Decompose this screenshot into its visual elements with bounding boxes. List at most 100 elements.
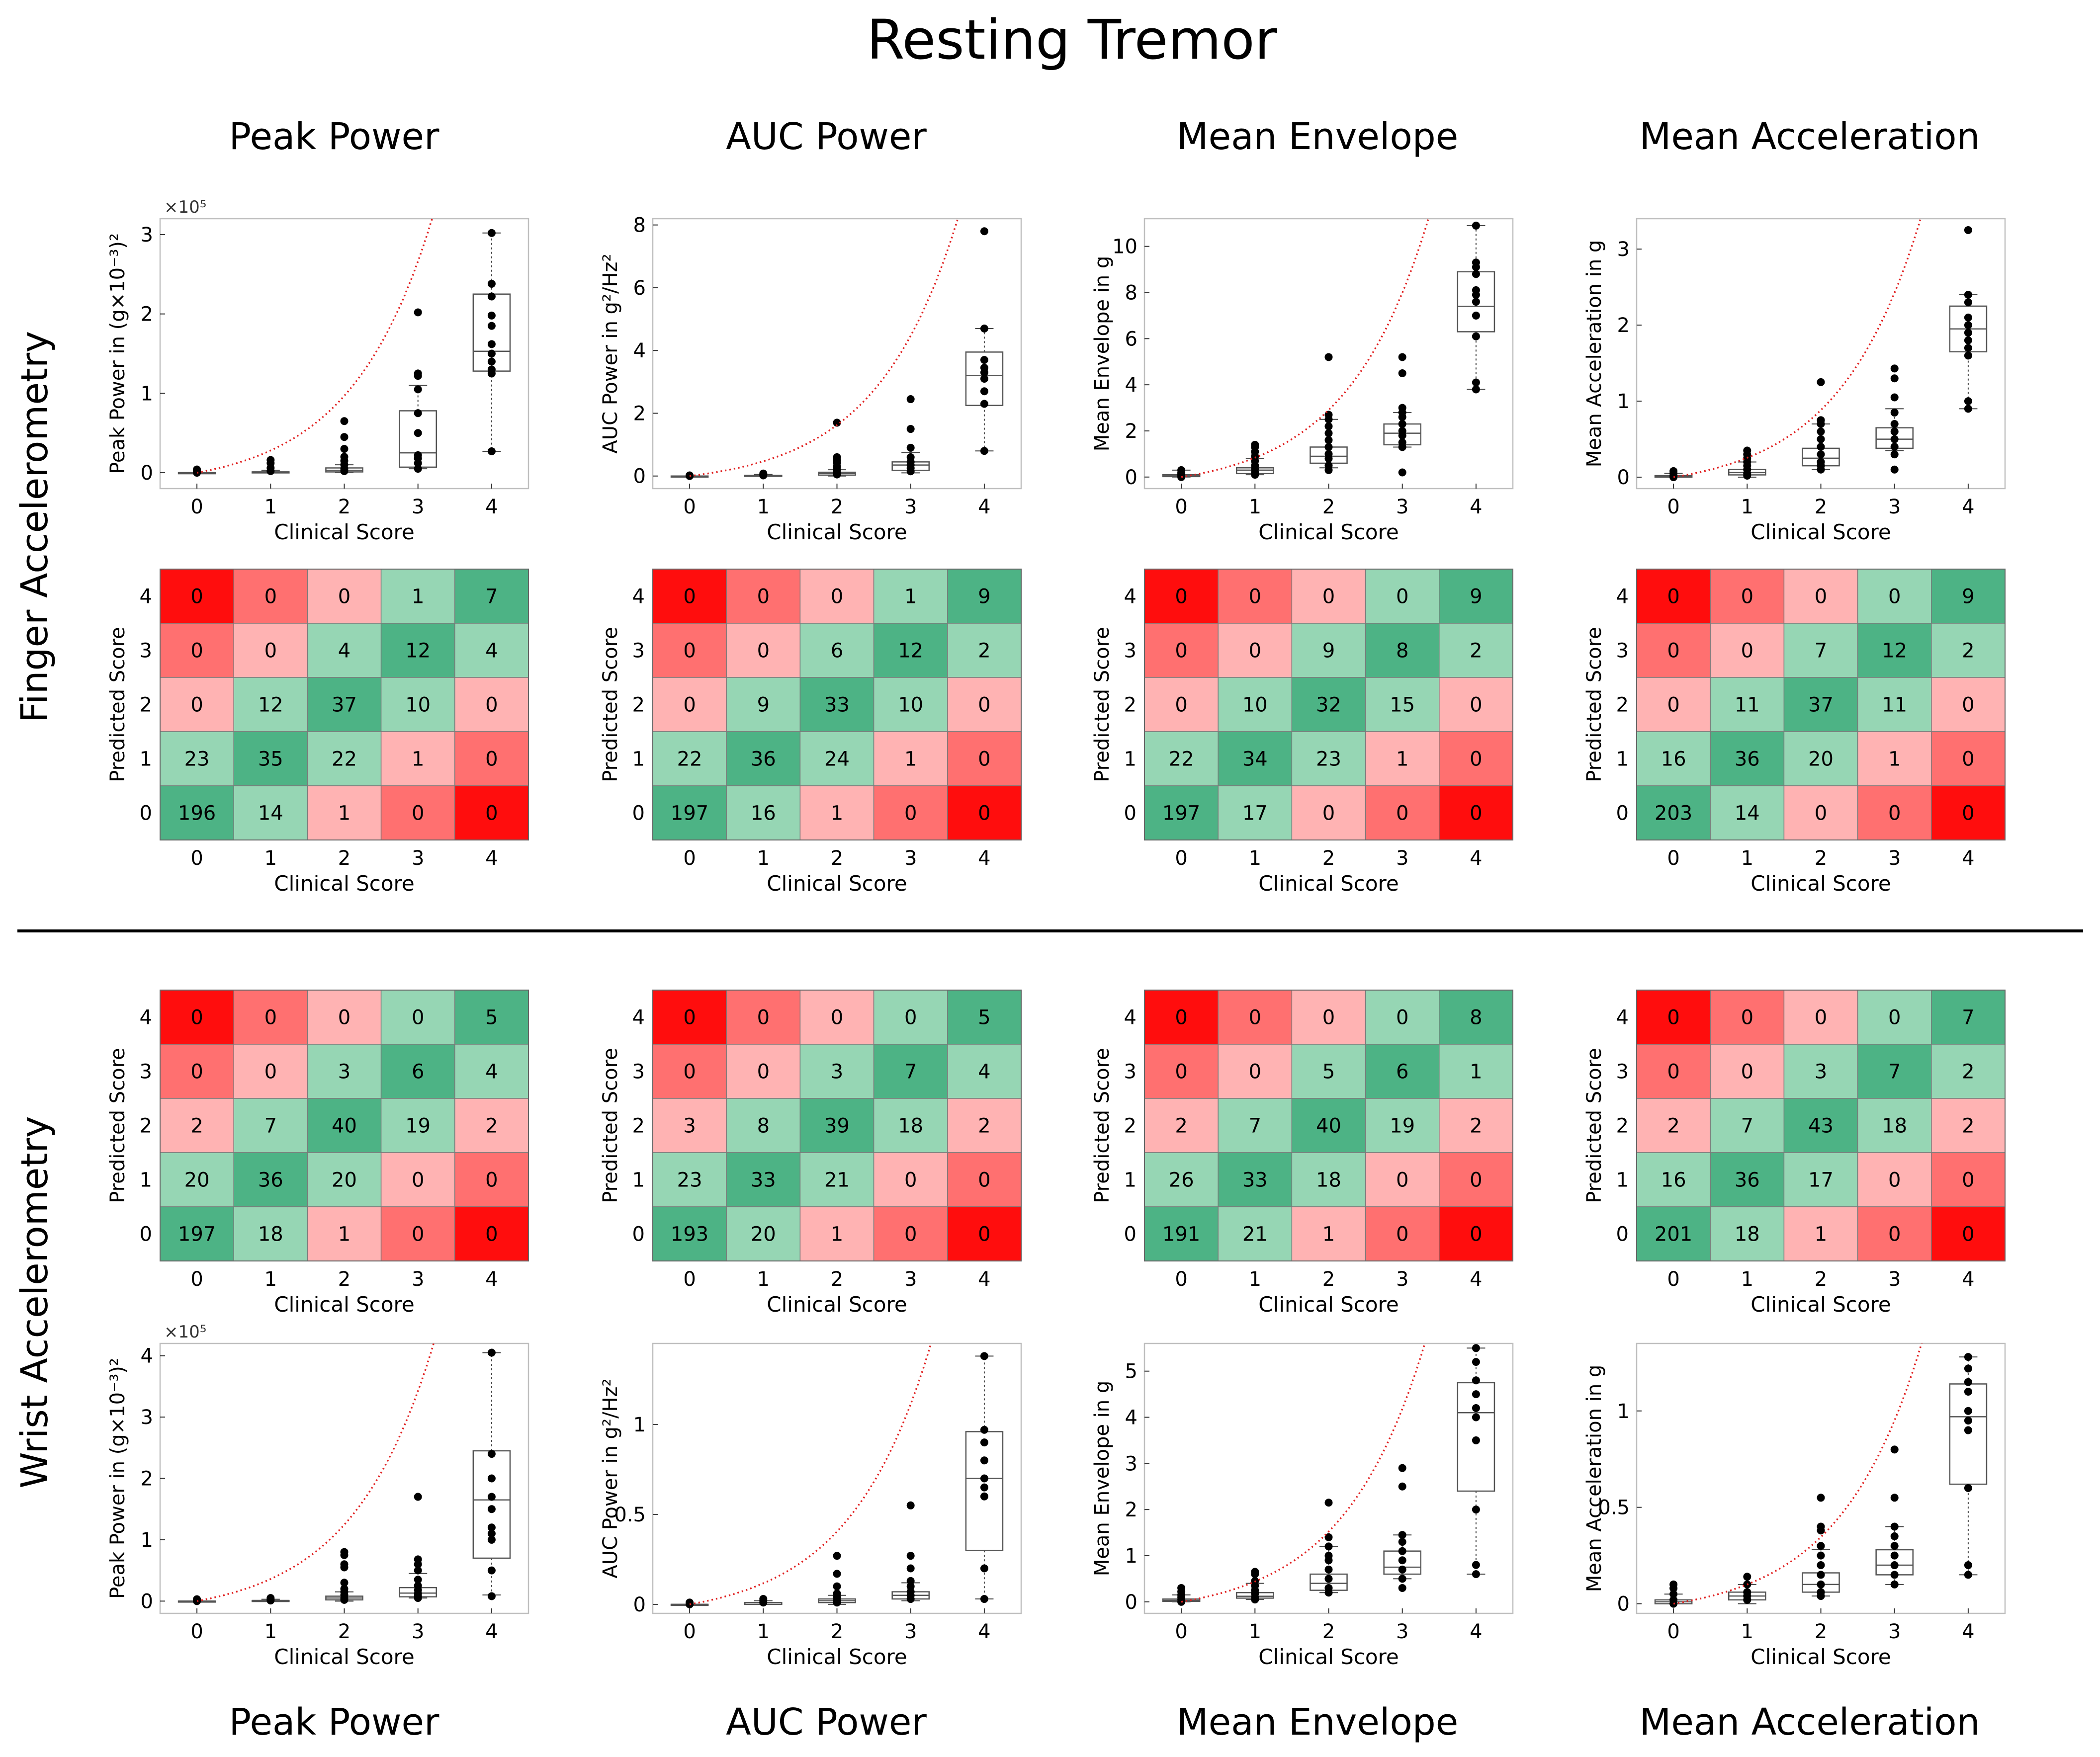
heatmap-cell <box>1710 1098 1785 1153</box>
data-point <box>1817 450 1825 459</box>
heatmap-cell <box>1144 623 1219 678</box>
y-tick-label: 3 <box>632 640 645 663</box>
x-tick-label: 2 <box>338 847 350 870</box>
heatmap-cell <box>380 623 455 678</box>
heatmap-cell-value: 0 <box>1396 802 1408 825</box>
heatmap-cell-value: 0 <box>1962 802 1974 825</box>
data-point <box>1324 1542 1333 1551</box>
x-tick-label: 4 <box>1962 496 1974 518</box>
x-tick-label: 1 <box>1249 496 1261 518</box>
heatmap-cell-value: 3 <box>683 1115 696 1138</box>
heatmap-cell-value: 0 <box>485 748 498 771</box>
heatmap-cell <box>1439 569 1513 624</box>
x-tick-label: 2 <box>1322 496 1335 518</box>
x-tick-label: 4 <box>485 1620 498 1643</box>
data-point <box>1398 404 1406 412</box>
x-tick-label: 0 <box>683 496 696 518</box>
y-axis-label: Predicted Score <box>1091 1048 1114 1203</box>
heatmap-cell-value: 0 <box>1962 748 1974 771</box>
data-point <box>759 1595 768 1603</box>
heatmap-cell <box>726 785 801 840</box>
data-point <box>906 443 915 452</box>
data-point <box>686 1598 694 1607</box>
heatmap-cell-value: 33 <box>751 1169 776 1192</box>
y-tick-label: 0 <box>1617 466 1630 489</box>
heatmap-cell-value: 203 <box>1655 802 1692 825</box>
y-tick-label: 6 <box>633 277 646 300</box>
heatmap-cell <box>1291 1044 1366 1099</box>
heatmap-cell <box>380 731 455 786</box>
data-point <box>340 1548 349 1556</box>
heatmap-cell-value: 1 <box>338 802 350 825</box>
data-point <box>1398 438 1406 447</box>
data-point <box>1472 1413 1480 1422</box>
heatmap-cell-value: 0 <box>190 1061 203 1084</box>
data-point <box>1398 1556 1406 1565</box>
heatmap-cell-value: 0 <box>904 1169 917 1192</box>
heatmap-cell <box>233 677 308 732</box>
data-point <box>1964 1387 1972 1396</box>
data-point <box>1472 1436 1480 1444</box>
y-tick-label: 2 <box>1616 694 1629 717</box>
heatmap-cell-value: 36 <box>1735 1169 1760 1192</box>
x-tick-label: 3 <box>412 1620 424 1643</box>
heatmap-cell-value: 0 <box>1667 640 1679 663</box>
x-tick-label: 2 <box>1815 1620 1827 1643</box>
heatmap-cell-value: 5 <box>978 1006 990 1029</box>
heatmap-cell-value: 7 <box>1815 640 1827 663</box>
data-point <box>980 375 988 383</box>
heatmap-cell <box>873 1206 948 1261</box>
x-tick-label: 1 <box>757 847 770 870</box>
y-axis-label: Predicted Score <box>106 1048 129 1203</box>
heatmap-cell-value: 0 <box>1396 1006 1408 1029</box>
data-point <box>1890 1561 1899 1570</box>
heatmap-cell-value: 0 <box>1741 640 1753 663</box>
heatmap-cell <box>1931 990 2006 1045</box>
chart-finger-env-box: 0 1 2 3 4 0 2 4 6 8 10 Clinical Score Mean Envelope … <box>1091 218 1514 544</box>
heatmap-cell <box>1931 1098 2006 1153</box>
heatmap-cell <box>1857 569 1932 624</box>
heatmap-cell-value: 10 <box>1242 694 1268 717</box>
heatmap-cell-value: 16 <box>751 802 776 825</box>
x-tick-label: 2 <box>338 496 350 518</box>
heatmap-cell-value: 33 <box>1242 1169 1268 1192</box>
column-title-top-2: AUC Power <box>726 115 927 158</box>
data-point <box>1817 435 1825 443</box>
y-tick-label: 2 <box>1125 420 1138 443</box>
x-tick-label: 2 <box>831 1268 843 1291</box>
data-point <box>1817 442 1825 451</box>
data-point <box>487 1566 496 1575</box>
heatmap-cell <box>1365 785 1440 840</box>
heatmap-cell <box>1636 677 1711 732</box>
data-point <box>1398 1464 1406 1472</box>
x-tick-label: 4 <box>978 1620 990 1643</box>
heatmap-cell-value: 0 <box>757 586 770 608</box>
heatmap-cell <box>1636 1098 1711 1153</box>
heatmap-cell-value: 0 <box>1322 586 1335 608</box>
y-tick-label: 1 <box>633 1414 646 1436</box>
data-point <box>1890 1522 1899 1531</box>
y-tick-label: 0 <box>1616 802 1629 825</box>
heatmap-cell <box>726 1044 801 1099</box>
heatmap-cell-value: 0 <box>1175 1006 1187 1029</box>
heatmap-cell <box>1439 677 1513 732</box>
data-point <box>1743 446 1751 455</box>
x-axis-label: Clinical Score <box>274 1645 414 1669</box>
y-tick-label: 0 <box>1125 1591 1138 1614</box>
x-tick-label: 0 <box>683 1268 696 1291</box>
data-point <box>1669 1580 1678 1589</box>
heatmap-cell <box>1439 623 1513 678</box>
heatmap-cell-value: 22 <box>332 748 357 771</box>
heatmap-cell-value: 0 <box>485 1223 498 1246</box>
heatmap-cell <box>1365 1098 1440 1153</box>
heatmap-cell-value: 0 <box>1249 1006 1261 1029</box>
heatmap-cell-value: 22 <box>677 748 702 771</box>
heatmap-cell-value: 1 <box>904 748 917 771</box>
y-axis-label: Peak Power in (g×10⁻³)² <box>106 1358 129 1599</box>
data-point <box>1472 1358 1480 1366</box>
figure-title: Resting Tremor <box>867 8 1278 72</box>
heatmap-cell-value: 0 <box>1888 1169 1901 1192</box>
x-axis-label: Clinical Score <box>1258 1645 1399 1669</box>
